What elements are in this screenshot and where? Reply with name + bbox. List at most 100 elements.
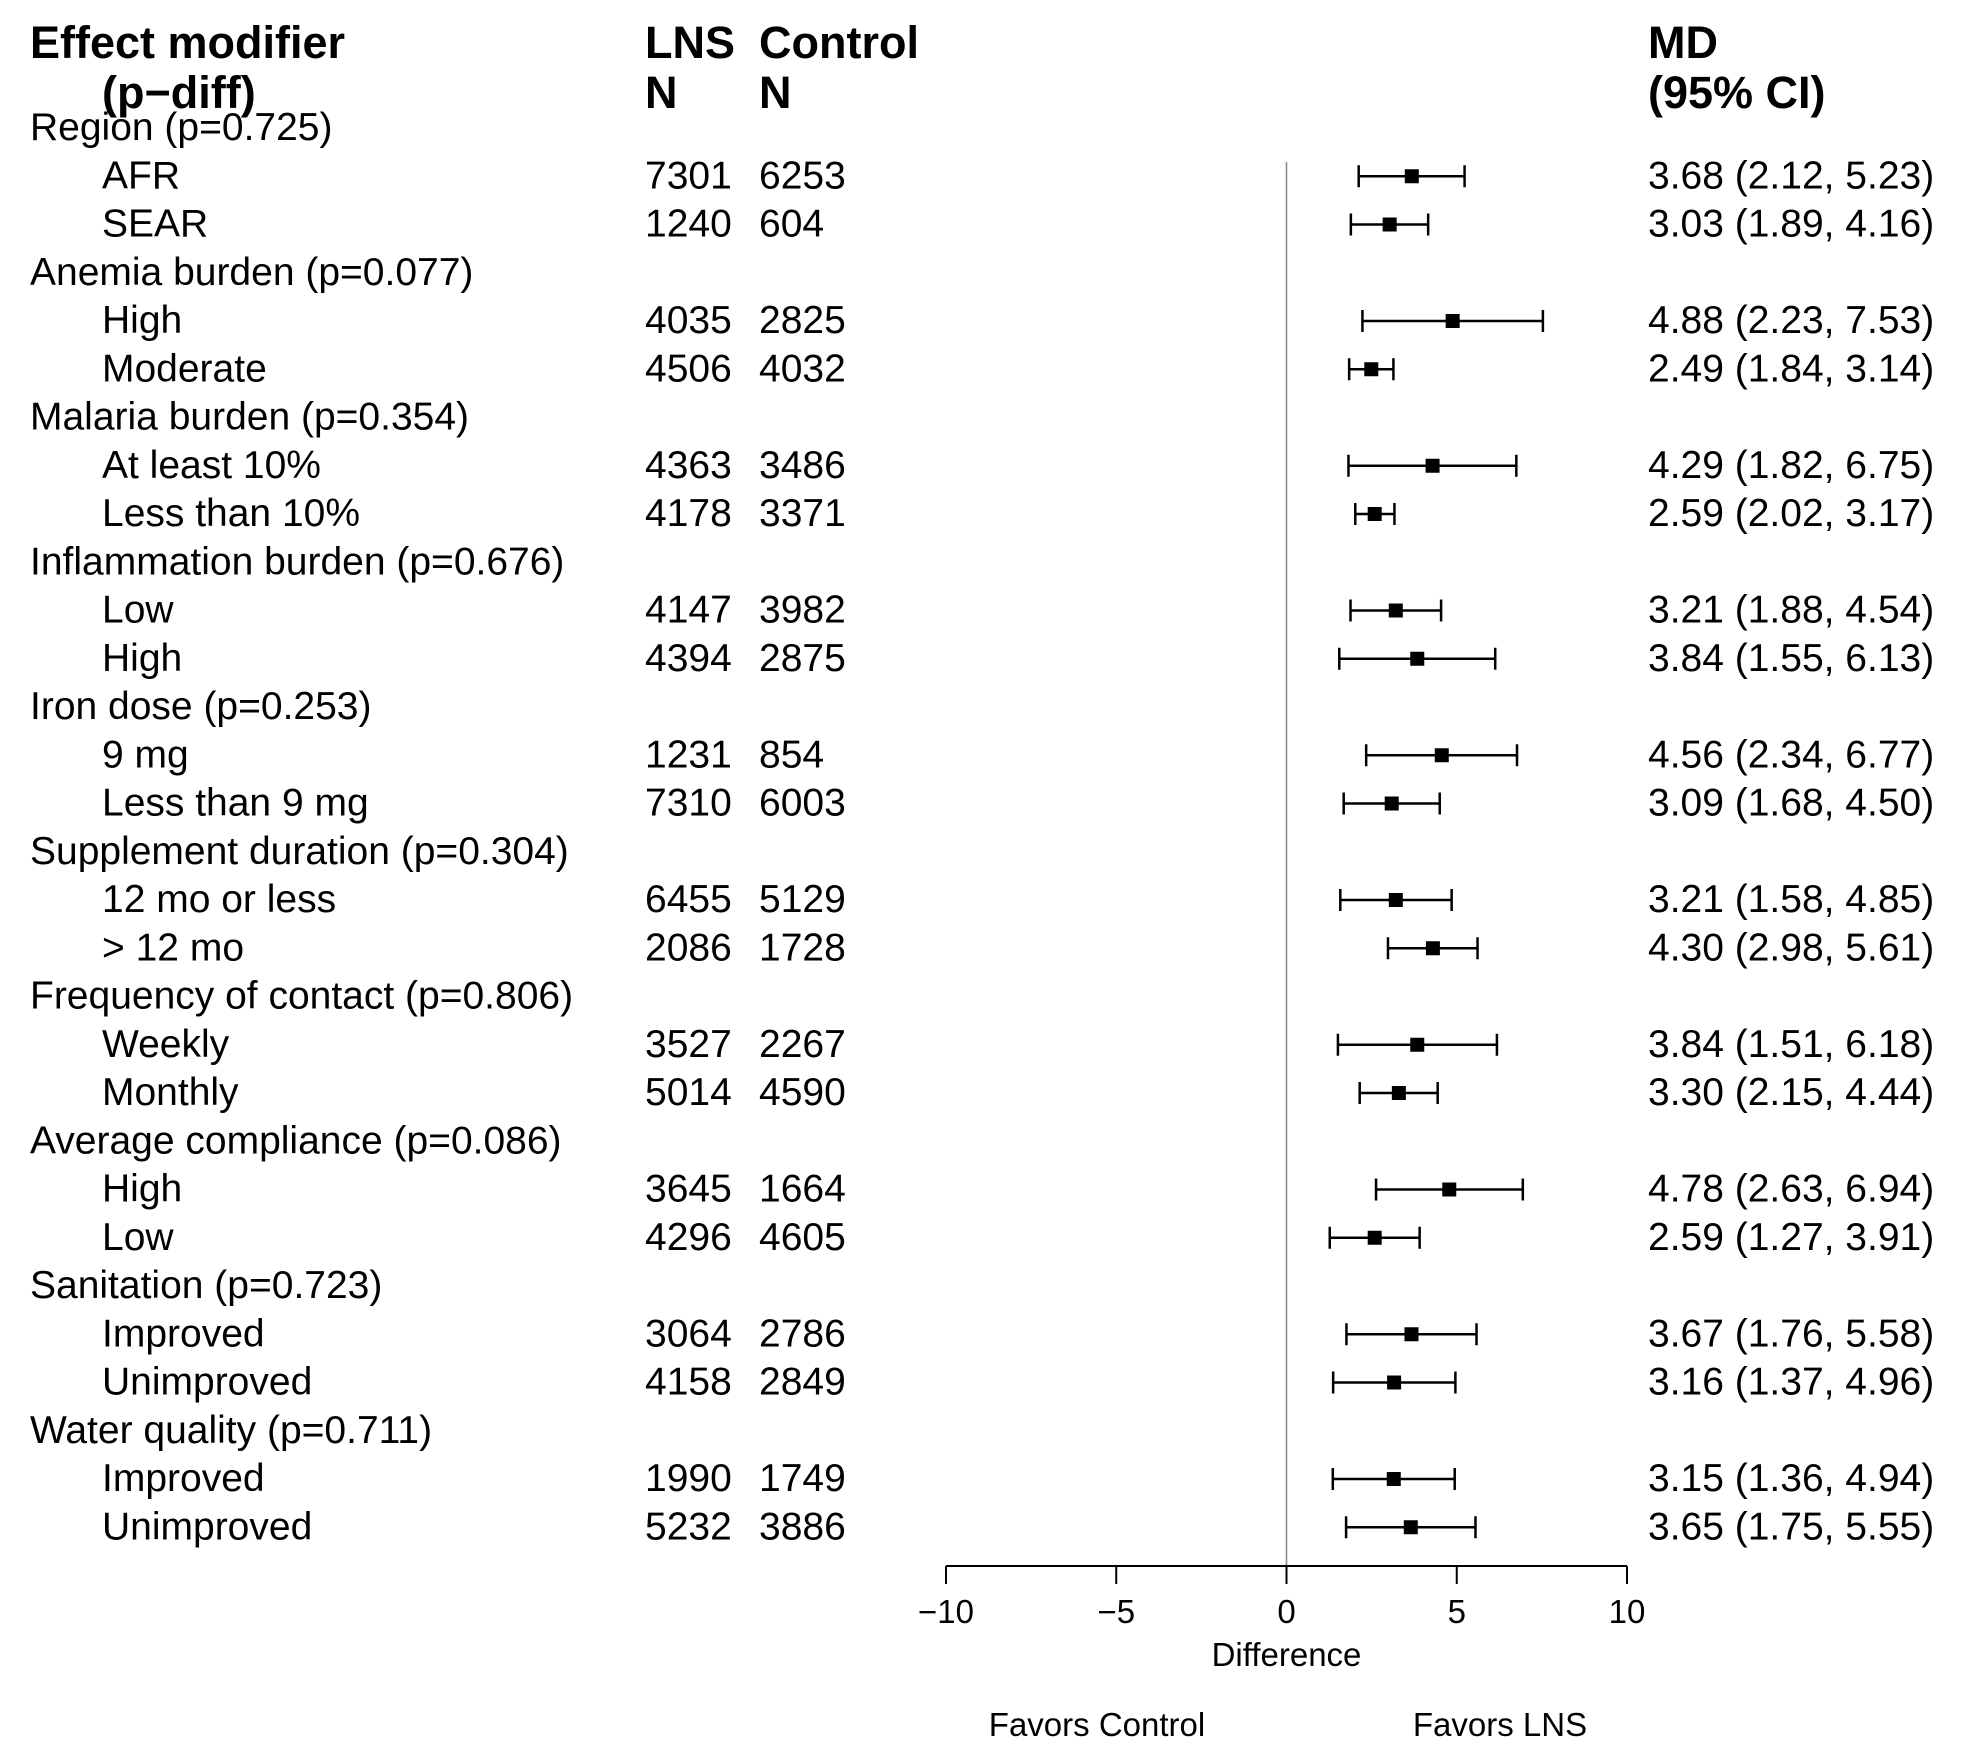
control-n-value: 4590 <box>759 1071 846 1114</box>
control-n-value: 4032 <box>759 347 846 390</box>
lns-n-value: 1240 <box>645 203 732 246</box>
control-n-value: 3371 <box>759 492 846 535</box>
point-estimate <box>1382 217 1397 232</box>
subgroup-label: Less than 10% <box>102 492 360 535</box>
lns-n-value: 6455 <box>645 878 732 921</box>
control-n-value: 3982 <box>759 589 846 632</box>
table-header: Effect modifier (p−diff) LNS N Control N… <box>30 17 1826 118</box>
subgroup-label: Unimproved <box>102 1361 312 1404</box>
point-estimate <box>1388 603 1403 618</box>
subgroup-label: SEAR <box>102 203 208 246</box>
md-ci-value: 4.30 (2.98, 5.61) <box>1648 926 1934 969</box>
md-ci-value: 4.78 (2.63, 6.94) <box>1648 1168 1934 1211</box>
x-tick-label: 10 <box>1609 1593 1646 1630</box>
md-ci-value: 4.88 (2.23, 7.53) <box>1648 299 1934 342</box>
subgroup-label: 9 mg <box>102 733 189 776</box>
md-ci-value: 3.03 (1.89, 4.16) <box>1648 203 1934 246</box>
lns-n-value: 3064 <box>645 1312 732 1355</box>
md-ci-value: 3.84 (1.51, 6.18) <box>1648 1023 1934 1066</box>
table-row: Less than 9 mg 7310 6003 3.09 (1.68, 4.50) <box>102 782 1934 825</box>
lns-n-value: 1990 <box>645 1457 732 1500</box>
point-estimate <box>1386 1472 1401 1486</box>
header-effect-modifier: Effect modifier <box>30 17 345 68</box>
group-label: Average compliance (p=0.086) <box>30 1119 562 1162</box>
group-label: Anemia burden (p=0.077) <box>30 251 473 294</box>
point-estimate <box>1445 314 1460 328</box>
md-ci-value: 4.29 (1.82, 6.75) <box>1648 444 1934 487</box>
point-estimate <box>1442 1182 1457 1197</box>
subgroup-label: Low <box>102 589 174 632</box>
point-estimate <box>1425 458 1440 473</box>
favors-control-label: Favors Control <box>989 1706 1205 1743</box>
subgroup-label: Weekly <box>102 1023 230 1066</box>
table-row: Monthly 5014 4590 3.30 (2.15, 4.44) <box>102 1071 1934 1114</box>
group-label: Supplement duration (p=0.304) <box>30 830 569 873</box>
x-axis: −10 −5 0 5 10 <box>918 1565 1646 1630</box>
lns-n-value: 4363 <box>645 444 732 487</box>
md-ci-value: 4.56 (2.34, 6.77) <box>1648 733 1934 776</box>
header-control-n: N <box>759 67 792 118</box>
table-row: > 12 mo 2086 1728 4.30 (2.98, 5.61) <box>102 926 1934 969</box>
group-label: Region (p=0.725) <box>30 106 332 149</box>
control-n-value: 6003 <box>759 782 846 825</box>
subgroup-label: High <box>102 637 182 680</box>
header-lns-n: N <box>645 67 678 118</box>
table-row: Improved 1990 1749 3.15 (1.36, 4.94) <box>102 1457 1934 1500</box>
control-n-value: 4605 <box>759 1216 846 1259</box>
lns-n-value: 7301 <box>645 154 732 197</box>
group-label: Water quality (p=0.711) <box>30 1409 432 1452</box>
table-row: Low 4296 4605 2.59 (1.27, 3.91) <box>102 1216 1934 1259</box>
x-tick-label: −10 <box>918 1593 974 1630</box>
header-effect-modifier-sub: (p−diff) <box>102 67 256 118</box>
md-ci-value: 3.16 (1.37, 4.96) <box>1648 1361 1934 1404</box>
control-n-value: 854 <box>759 733 824 776</box>
lns-n-value: 7310 <box>645 782 732 825</box>
header-control: Control <box>759 17 919 68</box>
control-n-value: 2786 <box>759 1312 846 1355</box>
point-estimate <box>1387 1375 1402 1390</box>
favors-lns-label: Favors LNS <box>1413 1706 1587 1743</box>
subgroup-label: Improved <box>102 1312 265 1355</box>
lns-n-value: 3527 <box>645 1023 732 1066</box>
lns-n-value: 2086 <box>645 926 732 969</box>
header-lns: LNS <box>645 17 735 68</box>
control-n-value: 2267 <box>759 1023 846 1066</box>
point-estimate <box>1410 1037 1425 1052</box>
point-estimate <box>1384 796 1399 811</box>
point-estimate <box>1404 1327 1419 1342</box>
table-row: SEAR 1240 604 3.03 (1.89, 4.16) <box>102 203 1934 246</box>
group-label: Inflammation burden (p=0.676) <box>30 540 564 583</box>
table-row: High 4394 2875 3.84 (1.55, 6.13) <box>102 637 1934 680</box>
lns-n-value: 4147 <box>645 589 732 632</box>
control-n-value: 1728 <box>759 926 846 969</box>
point-estimate <box>1410 651 1425 666</box>
point-estimate <box>1391 1086 1406 1100</box>
subgroup-label: > 12 mo <box>102 926 244 969</box>
md-ci-value: 3.65 (1.75, 5.55) <box>1648 1505 1934 1548</box>
table-row: Weekly 3527 2267 3.84 (1.51, 6.18) <box>102 1023 1934 1066</box>
lns-n-value: 4394 <box>645 637 732 680</box>
lns-n-value: 5232 <box>645 1505 732 1548</box>
md-ci-value: 3.68 (2.12, 5.23) <box>1648 154 1934 197</box>
control-n-value: 1664 <box>759 1168 846 1211</box>
group-label: Sanitation (p=0.723) <box>30 1264 382 1307</box>
lns-n-value: 5014 <box>645 1071 732 1114</box>
table-row: At least 10% 4363 3486 4.29 (1.82, 6.75) <box>102 444 1934 487</box>
table-row: Unimproved 5232 3886 3.65 (1.75, 5.55) <box>102 1505 1934 1548</box>
point-estimate <box>1367 507 1382 521</box>
table-row: Less than 10% 4178 3371 2.59 (2.02, 3.17) <box>102 492 1934 535</box>
control-n-value: 6253 <box>759 154 846 197</box>
subgroup-label: High <box>102 1168 182 1211</box>
md-ci-value: 3.84 (1.55, 6.13) <box>1648 637 1934 680</box>
md-ci-value: 3.67 (1.76, 5.58) <box>1648 1312 1934 1355</box>
lns-n-value: 4035 <box>645 299 732 342</box>
header-md: MD <box>1648 17 1718 68</box>
md-ci-value: 2.49 (1.84, 3.14) <box>1648 347 1934 390</box>
subgroup-label: Improved <box>102 1457 265 1500</box>
forest-rows: Region (p=0.725) AFR 7301 6253 3.68 (2.12, 5… <box>30 106 1934 1548</box>
table-row: High 4035 2825 4.88 (2.23, 7.53) <box>102 299 1934 342</box>
control-n-value: 3886 <box>759 1505 846 1548</box>
table-row: Moderate 4506 4032 2.49 (1.84, 3.14) <box>102 347 1934 390</box>
md-ci-value: 2.59 (2.02, 3.17) <box>1648 492 1934 535</box>
